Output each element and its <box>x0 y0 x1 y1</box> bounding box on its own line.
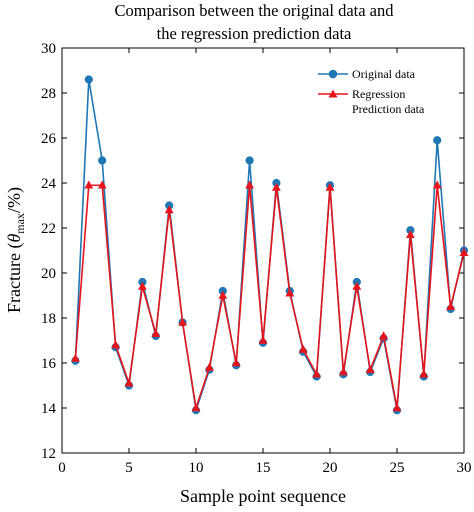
x-axis-title: Sample point sequence <box>180 486 346 506</box>
data-point <box>433 136 442 145</box>
x-tick-label: 20 <box>323 460 338 476</box>
data-point <box>285 288 295 297</box>
data-point <box>84 180 94 189</box>
data-point <box>446 301 455 310</box>
data-point <box>258 335 268 344</box>
x-tick-label: 0 <box>58 460 66 476</box>
series-layer <box>71 75 469 415</box>
data-point <box>379 331 388 340</box>
data-point <box>312 369 321 378</box>
legend-original-marker <box>328 69 338 79</box>
series-regression <box>71 180 469 412</box>
y-axis-title-suffix: /%) <box>4 187 25 213</box>
legend-regression-label-line-2: Prediction data <box>352 102 425 116</box>
y-axis-title-prefix: Fracture ( <box>4 243 25 313</box>
x-tick-label: 30 <box>457 460 472 476</box>
y-tick-label: 24 <box>41 176 57 192</box>
legend-regression-label-line-1: Regression <box>352 87 405 101</box>
y-axis: 12 14 16 18 20 22 24 26 28 30 <box>41 41 464 462</box>
y-tick-label: 28 <box>41 86 56 102</box>
data-point <box>71 353 80 362</box>
y-tick-label: 12 <box>41 446 56 462</box>
data-point <box>218 290 228 299</box>
data-point <box>392 403 402 412</box>
data-point <box>325 182 335 191</box>
y-axis-title-subscript: max <box>13 213 27 234</box>
data-point <box>432 180 442 189</box>
data-point <box>245 180 254 189</box>
data-point <box>84 75 93 84</box>
y-tick-label: 16 <box>41 356 57 372</box>
y-tick-label: 30 <box>41 41 56 57</box>
data-point <box>151 328 161 337</box>
data-point <box>164 205 174 214</box>
y-axis-title: Fracture (θmax/%) <box>4 187 27 313</box>
chart-title-line-1: Comparison between the original data and <box>114 1 394 20</box>
x-tick-label: 10 <box>189 460 204 476</box>
data-point <box>419 369 429 378</box>
data-point <box>406 229 415 238</box>
data-point <box>365 364 375 373</box>
legend: Original data Regression Prediction data <box>318 67 425 116</box>
data-point <box>298 344 308 353</box>
x-tick-label: 5 <box>125 460 133 476</box>
data-point <box>272 182 281 191</box>
data-point <box>205 362 214 371</box>
series-line <box>74 184 465 409</box>
data-point <box>191 403 201 412</box>
y-axis-title-symbol: θ <box>4 234 24 243</box>
data-point <box>231 358 241 367</box>
data-point <box>339 367 348 376</box>
y-tick-label: 18 <box>41 311 56 327</box>
data-point <box>178 317 187 326</box>
y-tick-label: 14 <box>41 401 57 417</box>
chart-title-line-2: the regression prediction data <box>157 24 352 43</box>
legend-regression-marker <box>328 89 338 98</box>
x-tick-label: 15 <box>256 460 271 476</box>
data-point <box>97 180 107 189</box>
data-point <box>138 281 147 290</box>
y-tick-label: 22 <box>41 221 56 237</box>
data-point <box>124 378 134 387</box>
y-tick-label: 20 <box>41 266 56 282</box>
legend-original-label: Original data <box>352 67 416 81</box>
data-point <box>245 156 254 165</box>
x-axis: 0 5 10 15 20 25 30 <box>58 48 472 476</box>
x-tick-label: 25 <box>390 460 405 476</box>
data-point <box>111 340 120 349</box>
series-line <box>74 78 465 412</box>
data-point <box>459 247 469 256</box>
y-tick-label: 26 <box>41 131 57 147</box>
data-point <box>352 281 362 290</box>
data-point <box>98 156 107 165</box>
